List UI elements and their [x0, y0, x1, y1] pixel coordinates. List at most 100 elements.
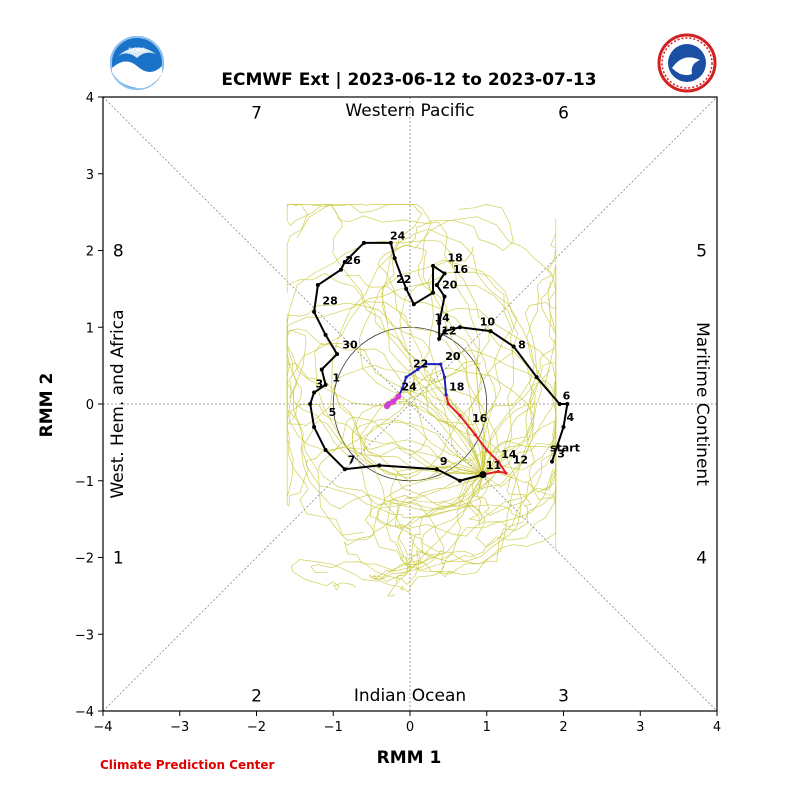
observed-point: [557, 402, 562, 406]
forecast-end-point: [390, 398, 397, 405]
y-tick-label: 3: [86, 168, 94, 183]
day-label: 18: [449, 380, 464, 393]
observed-point: [312, 309, 317, 314]
guide-line-1: [102, 96, 718, 712]
observed-point: [411, 302, 416, 307]
day-label: 18: [448, 252, 463, 265]
observed-point: [565, 402, 570, 406]
ensemble-member: [286, 204, 484, 475]
observed-point: [342, 260, 347, 265]
observed-point: [312, 425, 317, 430]
day-label: 3: [557, 447, 565, 460]
start-label: start: [550, 442, 580, 455]
y-tick-label: 1: [86, 321, 94, 336]
svg-text:NOAA: NOAA: [128, 47, 146, 54]
forecast-early-point: [446, 402, 450, 406]
day-label: 16: [472, 412, 488, 425]
observed-point: [338, 267, 343, 272]
observed-point: [442, 294, 447, 299]
latest-observed-marker: [479, 471, 487, 479]
ensemble-member: [425, 326, 557, 475]
day-label: 1: [332, 371, 340, 384]
y-tick-label: 4: [86, 91, 94, 106]
observed-point: [335, 352, 340, 357]
observed-point: [549, 459, 554, 464]
noaa-logo: NOAA: [108, 34, 166, 92]
day-label: 20: [445, 350, 461, 363]
observed-point: [457, 325, 462, 330]
ensemble-member: [351, 402, 484, 537]
observed-point: [388, 240, 393, 245]
observed-point: [319, 367, 324, 372]
ensemble-member: [414, 216, 557, 475]
day-label: 11: [486, 459, 501, 472]
forecast-late-point: [416, 367, 420, 372]
forecast-late-point: [442, 375, 447, 379]
ensemble-members: [286, 204, 557, 597]
day-label: 14: [434, 311, 450, 324]
observed-point: [442, 271, 447, 276]
ensemble-member: [333, 364, 522, 481]
x-axis-label: RMM 1: [377, 748, 442, 768]
forecast-early-point: [458, 413, 462, 418]
observed-point: [312, 390, 317, 395]
forecast-early-point: [496, 459, 500, 464]
y-tick-label: 0: [86, 398, 94, 413]
y-tick-label: −1: [75, 475, 94, 490]
ensemble-member: [377, 204, 514, 475]
observed-point: [377, 463, 382, 468]
x-tick-label: 2: [559, 720, 567, 735]
x-tick-label: 4: [713, 720, 721, 735]
ensemble-member: [318, 416, 483, 578]
forecast-early-point: [504, 471, 508, 475]
observed-point: [434, 467, 439, 472]
x-tick-label: 3: [636, 720, 644, 735]
observed-point: [561, 425, 566, 430]
ensemble-member: [310, 204, 499, 475]
observed-point: [457, 478, 462, 483]
ensemble-member: [286, 301, 484, 497]
phase-label-6: 6: [558, 103, 569, 123]
x-tick-label: −4: [93, 720, 112, 735]
day-label: 10: [480, 315, 496, 328]
forecast-late-point: [423, 362, 427, 366]
ensemble-member: [345, 274, 484, 475]
x-tick-label: 1: [483, 720, 491, 735]
observed-path: [309, 241, 569, 482]
day-label: 7: [348, 453, 356, 466]
forecast-early-point: [473, 433, 477, 437]
day-label: 12: [513, 453, 528, 466]
ensemble-member: [397, 401, 522, 562]
day-label: 20: [442, 278, 458, 291]
forecast-late-point: [404, 375, 408, 379]
observed-point: [437, 321, 442, 326]
credit-text: Climate Prediction Center: [100, 758, 275, 772]
day-label: 24: [390, 229, 406, 242]
forecast-end-point: [383, 403, 390, 410]
observed-point: [308, 402, 313, 406]
day-label: 14: [501, 448, 517, 461]
day-label: 8: [518, 338, 526, 351]
forecast-end-point: [395, 393, 402, 400]
day-label: 5: [329, 406, 337, 419]
y-tick-label: −3: [75, 628, 94, 643]
ensemble-member: [286, 319, 484, 475]
unit-circle: [332, 326, 488, 482]
observed-point: [404, 286, 409, 291]
region-label-top: Western Pacific: [345, 101, 474, 121]
ensemble-member: [372, 474, 484, 593]
observed-point: [488, 329, 493, 334]
observed-point: [434, 283, 439, 288]
ensemble-member: [286, 329, 484, 512]
observed-point: [442, 329, 447, 334]
forecast-late-point: [444, 393, 448, 397]
phase-label-5: 5: [696, 242, 707, 262]
day-label: 22: [413, 357, 428, 370]
y-tick-label: −2: [75, 552, 94, 567]
day-label: 6: [563, 390, 571, 403]
observed-point: [511, 344, 516, 349]
ensemble-member: [482, 416, 557, 551]
observed-point: [437, 336, 442, 341]
observed-point: [534, 375, 539, 380]
